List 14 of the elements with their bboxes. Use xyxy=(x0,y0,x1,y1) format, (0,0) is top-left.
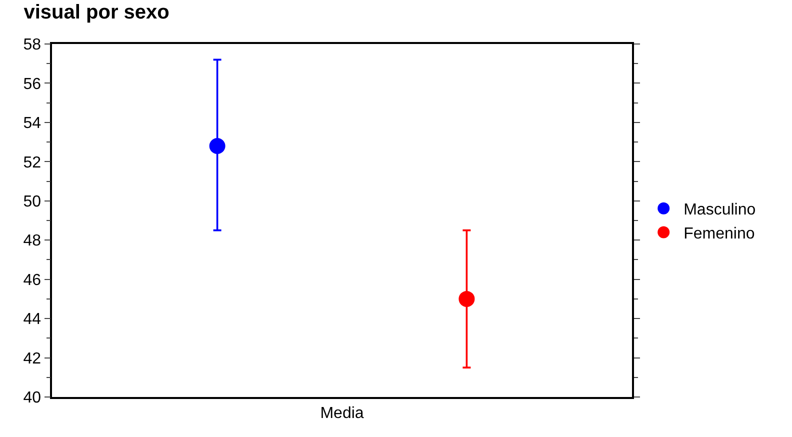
y-tick-label: 46 xyxy=(23,272,42,289)
x-tick-label: Media xyxy=(320,404,364,422)
y-tick-label: 54 xyxy=(23,115,42,132)
y-tick-label: 50 xyxy=(23,193,42,210)
y-tick-label: 42 xyxy=(23,350,42,368)
y-tick-label: 44 xyxy=(23,311,42,328)
y-tick-label: 52 xyxy=(23,154,42,172)
y-tick-label: 48 xyxy=(23,232,42,250)
y-tick-label: 58 xyxy=(23,36,42,54)
legend-label: Femenino xyxy=(684,225,755,242)
y-tick-label: 56 xyxy=(23,76,42,93)
chart-title: visual por sexo xyxy=(24,1,170,24)
y-tick-label: 40 xyxy=(23,390,42,407)
legend-label: Masculino xyxy=(684,202,756,219)
